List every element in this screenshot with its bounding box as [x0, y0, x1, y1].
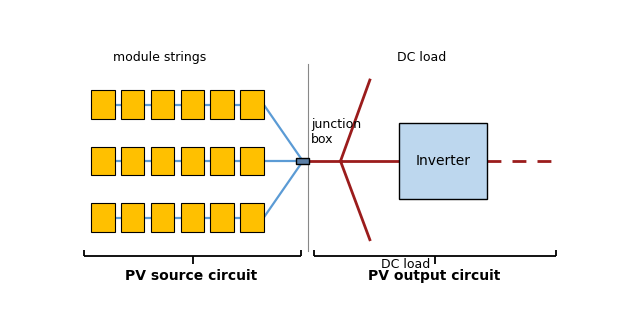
Bar [210, 147, 234, 175]
Text: DC load: DC load [381, 258, 430, 271]
Bar [399, 123, 487, 199]
Bar [121, 147, 144, 175]
Bar [91, 91, 115, 119]
Text: junction
box: junction box [311, 118, 362, 145]
Bar [151, 204, 174, 232]
Bar [240, 91, 264, 119]
Bar [210, 91, 234, 119]
Bar [180, 91, 204, 119]
Bar [240, 147, 264, 175]
Bar [91, 204, 115, 232]
Text: PV output circuit: PV output circuit [369, 269, 500, 283]
Text: module strings: module strings [113, 51, 206, 64]
Bar [151, 147, 174, 175]
Bar [180, 147, 204, 175]
Bar [91, 147, 115, 175]
Bar [121, 91, 144, 119]
Bar [180, 204, 204, 232]
Text: DC load: DC load [397, 51, 446, 64]
Text: PV source circuit: PV source circuit [125, 269, 257, 283]
Bar [297, 158, 309, 164]
Bar [240, 204, 264, 232]
Bar [151, 91, 174, 119]
Bar [121, 204, 144, 232]
Text: Inverter: Inverter [416, 154, 471, 168]
Bar [210, 204, 234, 232]
